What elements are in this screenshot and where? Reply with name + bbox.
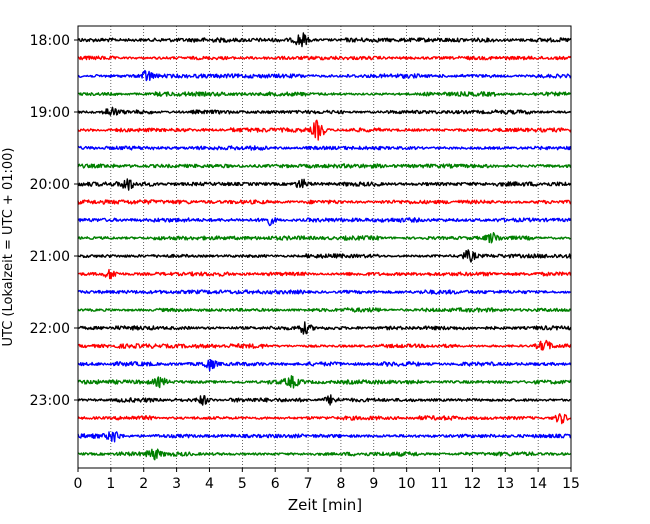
grid-layer xyxy=(110,26,539,468)
seismo-trace xyxy=(77,119,572,141)
x-tick-label: 11 xyxy=(431,476,449,492)
seismo-trace xyxy=(77,55,572,61)
x-tick-label: 5 xyxy=(238,476,247,492)
x-tick-label: 9 xyxy=(369,476,378,492)
x-tick-label: 0 xyxy=(74,476,83,492)
y-tick-label: 20:00 xyxy=(30,177,70,193)
y-axis-label: UTC (Lokalzeit = UTC + 01:00) xyxy=(1,148,16,347)
x-tick-label: 14 xyxy=(529,476,547,492)
seismo-trace xyxy=(77,307,572,313)
y-tick-label: 19:00 xyxy=(30,105,70,121)
seismo-trace xyxy=(77,69,572,82)
y-axis: 18:00 19:00 20:00 21:00 22:00 23:00 xyxy=(30,33,78,409)
seismo-trace xyxy=(77,359,572,372)
x-tick-label: 3 xyxy=(172,476,181,492)
y-tick-label: 23:00 xyxy=(30,393,70,409)
x-tick-label: 1 xyxy=(106,476,115,492)
x-tick-label: 15 xyxy=(562,476,580,492)
seismo-trace xyxy=(77,413,572,425)
x-tick-label: 2 xyxy=(139,476,148,492)
x-tick-label: 10 xyxy=(398,476,416,492)
y-tick-label: 18:00 xyxy=(30,33,70,49)
seismo-trace xyxy=(77,268,572,280)
x-axis: 0 1 2 3 4 5 6 7 8 9 10 11 12 13 14 15 xyxy=(74,468,580,492)
seismo-trace xyxy=(77,289,571,295)
seismo-trace xyxy=(77,178,572,191)
x-tick-label: 8 xyxy=(336,476,345,492)
seismo-trace xyxy=(77,106,572,116)
seismo-trace xyxy=(77,91,572,97)
seismo-trace xyxy=(77,232,572,244)
x-tick-label: 7 xyxy=(304,476,313,492)
seismo-trace xyxy=(77,163,572,169)
x-tick-label: 4 xyxy=(205,476,214,492)
seismo-trace xyxy=(77,249,572,263)
seismo-trace xyxy=(77,217,572,227)
y-tick-label: 21:00 xyxy=(30,249,70,265)
traces-layer xyxy=(77,32,572,461)
seismo-trace xyxy=(77,321,572,335)
seismo-trace xyxy=(77,431,572,443)
x-tick-label: 6 xyxy=(271,476,280,492)
plot-frame xyxy=(77,25,572,469)
seismo-trace xyxy=(77,32,572,48)
y-tick-label: 22:00 xyxy=(30,321,70,337)
seismo-trace xyxy=(77,339,572,351)
x-tick-label: 12 xyxy=(463,476,481,492)
seismo-trace xyxy=(77,448,572,461)
x-axis-label: Zeit [min] xyxy=(288,496,362,514)
seismo-trace xyxy=(77,394,572,406)
seismo-trace xyxy=(77,145,572,151)
seismo-trace xyxy=(77,199,572,205)
x-tick-label: 13 xyxy=(496,476,514,492)
seismo-trace xyxy=(77,375,572,389)
